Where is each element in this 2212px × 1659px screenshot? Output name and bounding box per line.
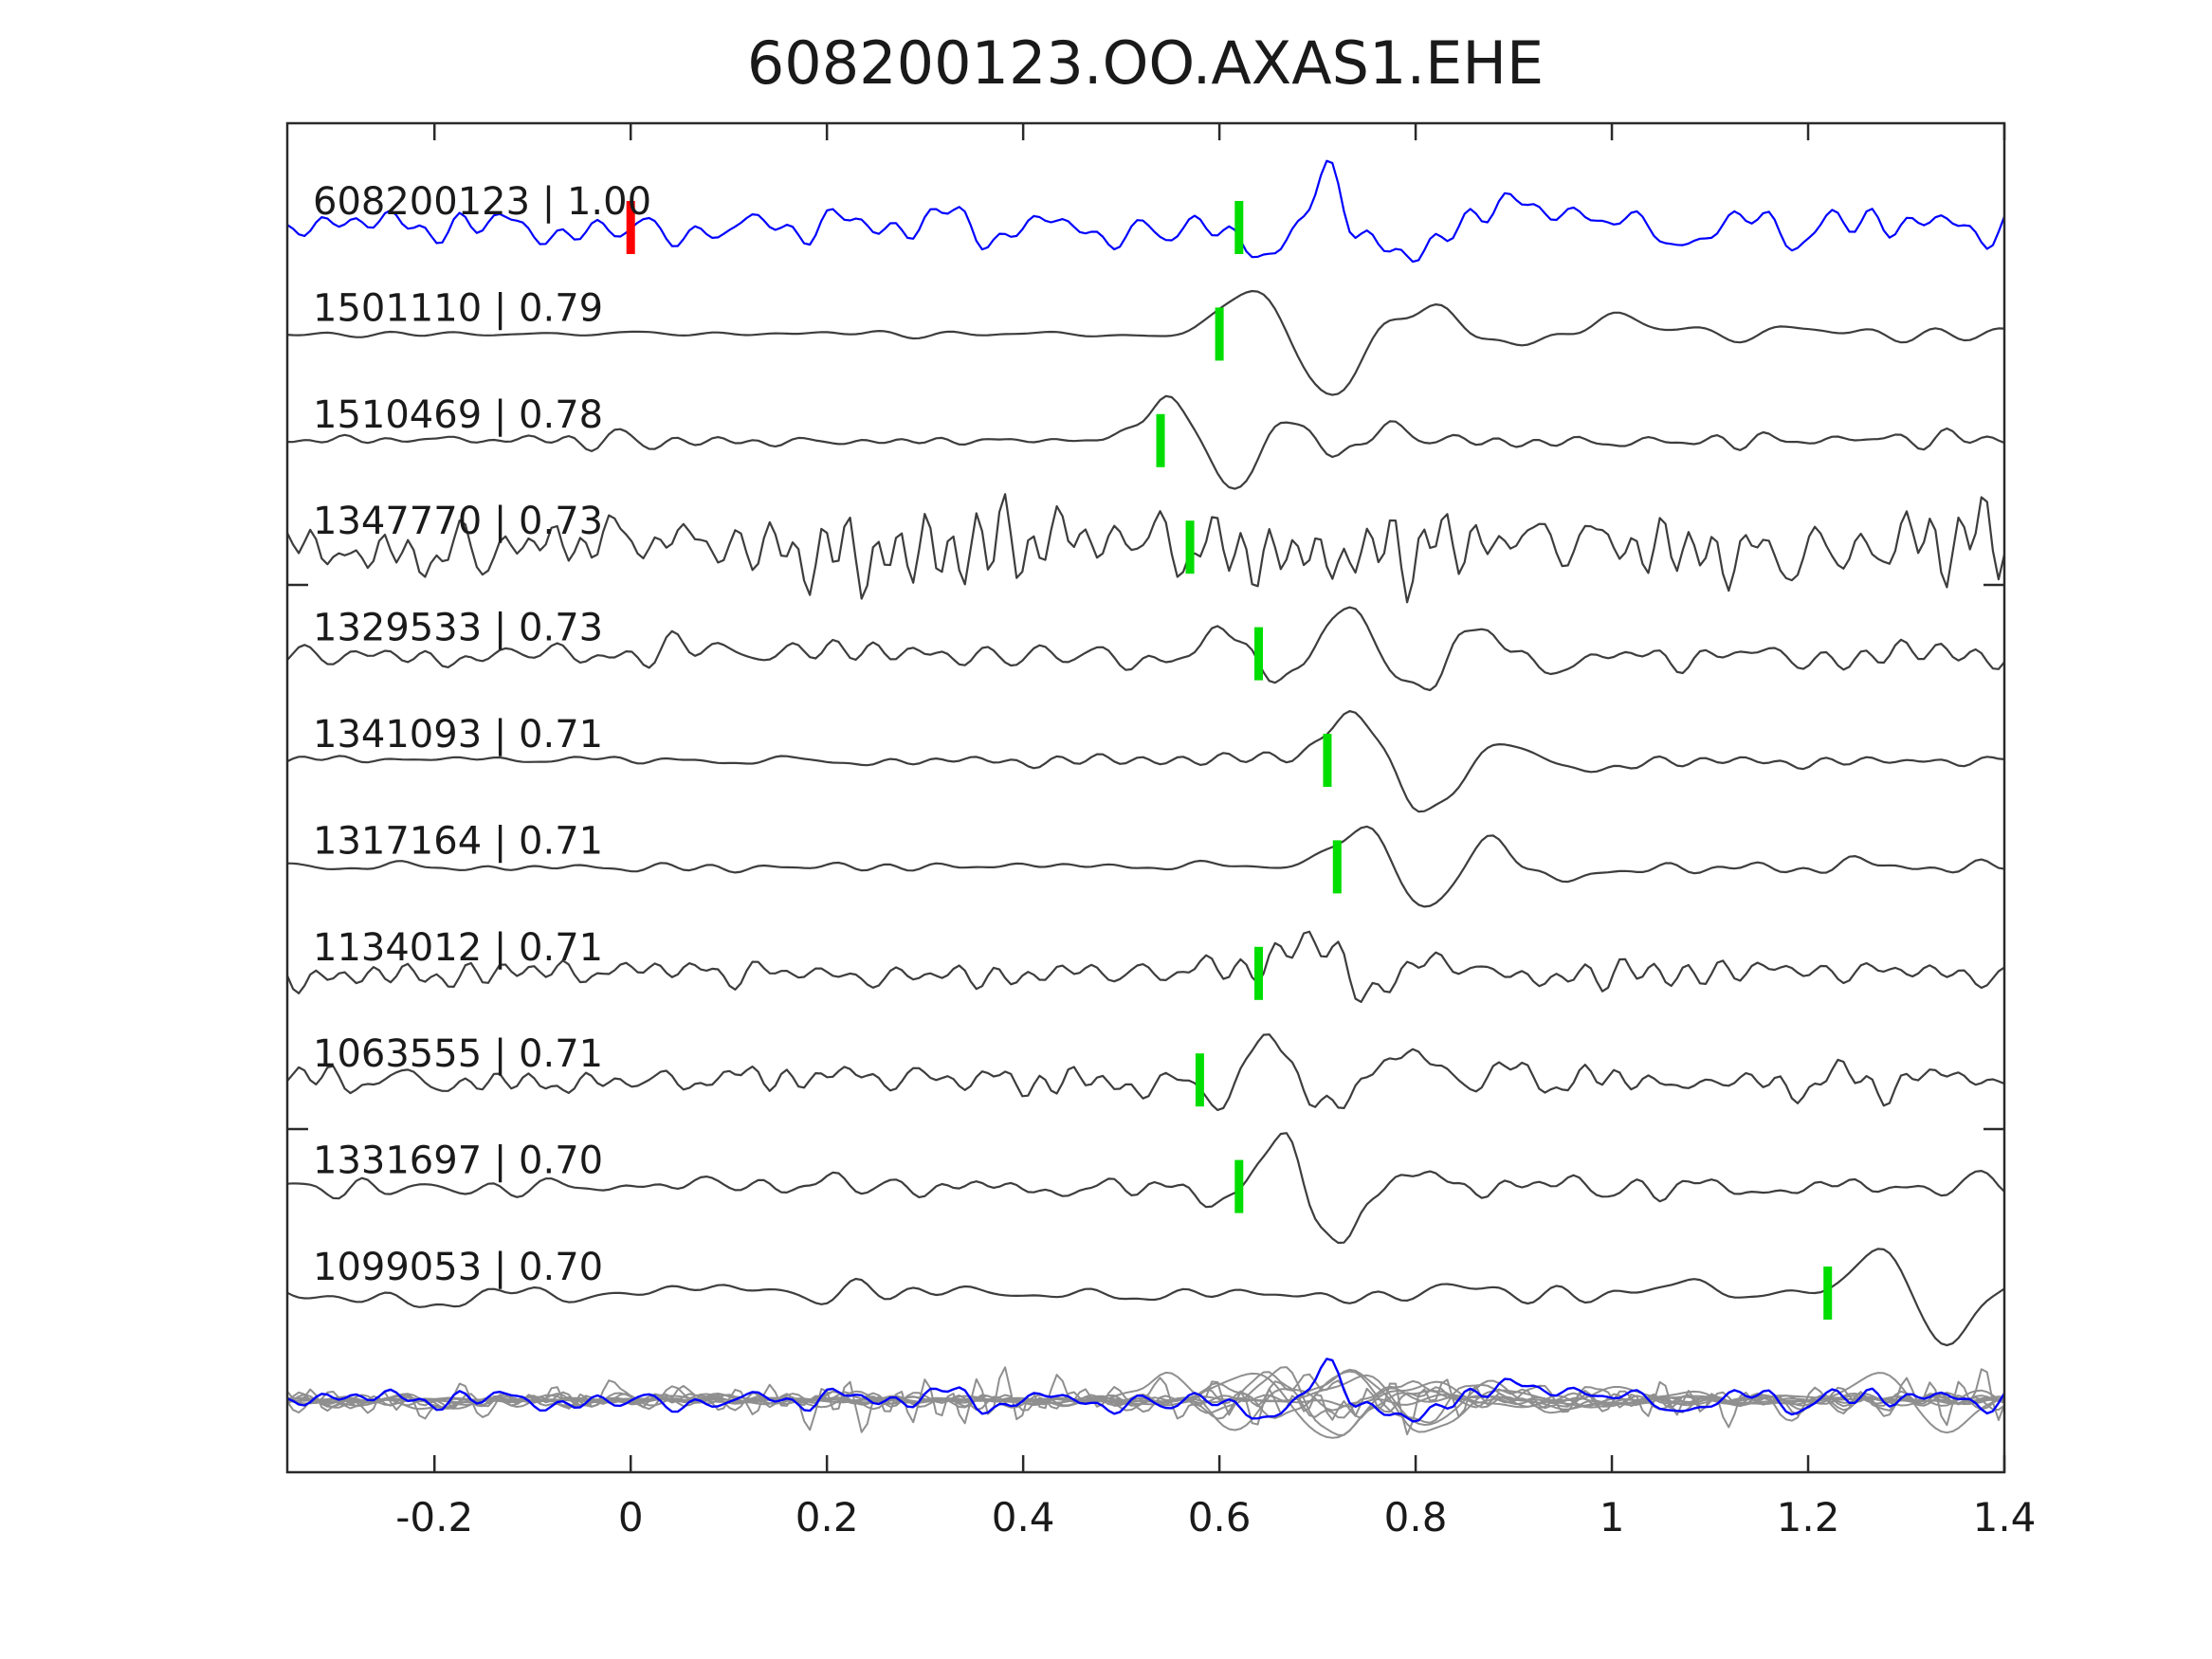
x-tick-label: 0.8 <box>1384 1494 1448 1540</box>
trace-label-1099053: 1099053 | 0.70 <box>313 1246 603 1289</box>
trace-label-1317164: 1317164 | 0.71 <box>313 819 603 863</box>
x-tick-label: 1.2 <box>1777 1494 1840 1540</box>
trace-1063555 <box>287 1033 2004 1111</box>
x-tick-label: 0 <box>618 1494 644 1540</box>
pick-marker-1099053 <box>1823 1267 1833 1320</box>
pick-marker-1347770 <box>1185 520 1195 574</box>
pick-marker-608200123 <box>1234 201 1244 254</box>
plot-frame <box>285 121 2006 1474</box>
trace-label-1063555: 1063555 | 0.71 <box>313 1032 603 1076</box>
traces-layer <box>287 159 2004 1439</box>
trace-1331697 <box>287 1132 2004 1245</box>
pick-marker-1329533 <box>1254 627 1264 681</box>
x-tick-label: 1 <box>1600 1494 1625 1540</box>
trace-1329533 <box>287 606 2004 692</box>
overlay-trace-608200123 <box>287 1358 2004 1423</box>
trace-label-1501110: 1501110 | 0.79 <box>313 286 603 330</box>
template-pick-marker-608200123 <box>626 201 635 254</box>
overlay-trace-1331697 <box>287 1366 2004 1436</box>
trace-1317164 <box>287 825 2004 908</box>
pick-marker-1510469 <box>1156 413 1165 467</box>
x-tick-label: 0.2 <box>795 1494 859 1540</box>
x-tick-label: 0.4 <box>992 1494 1055 1540</box>
x-tick-label: 1.4 <box>1973 1494 2037 1540</box>
pick-marker-1331697 <box>1234 1159 1244 1213</box>
chart-title: 608200123.OO.AXAS1.EHE <box>747 28 1544 98</box>
trace-label-608200123: 608200123 | 1.00 <box>313 180 651 224</box>
trace-label-1341093: 1341093 | 0.71 <box>313 713 603 757</box>
trace-label-1329533: 1329533 | 0.73 <box>313 607 603 650</box>
trace-608200123 <box>287 159 2004 264</box>
trace-1341093 <box>287 710 2004 813</box>
trace-label-1347770: 1347770 | 0.73 <box>313 500 603 543</box>
pick-marker-1317164 <box>1332 840 1342 894</box>
trace-1099053 <box>287 1248 2004 1347</box>
pick-marker-1134012 <box>1254 946 1264 1000</box>
x-tick-label: -0.2 <box>395 1494 473 1540</box>
trace-label-1510469: 1510469 | 0.78 <box>313 393 603 437</box>
x-tick-label: 0.6 <box>1188 1494 1252 1540</box>
trace-1510469 <box>287 394 2004 490</box>
trace-1134012 <box>287 930 2004 1003</box>
pick-marker-1341093 <box>1323 734 1332 787</box>
trace-1501110 <box>287 289 2004 396</box>
axes-layer: -0.2 0 0.2 0.4 0.6 0.8 1 1.2 1.4 <box>285 121 2037 1540</box>
pick-markers-layer <box>626 201 1833 1320</box>
pick-marker-1501110 <box>1215 307 1224 361</box>
trace-1347770 <box>287 493 2004 604</box>
trace-label-1331697: 1331697 | 0.70 <box>313 1139 603 1183</box>
trace-labels-layer: 608200123 | 1.00 1501110 | 0.79 1510469 | … <box>313 180 651 1289</box>
pick-marker-1063555 <box>1195 1053 1204 1107</box>
trace-label-1134012: 1134012 | 0.71 <box>313 926 603 970</box>
